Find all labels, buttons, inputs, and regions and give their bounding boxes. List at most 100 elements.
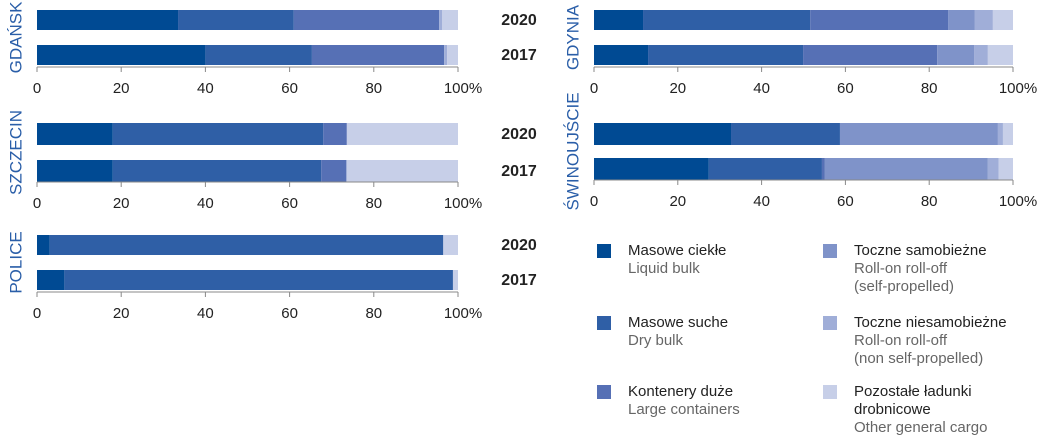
x-tick-label: 60 — [281, 305, 298, 322]
x-tick-label: 40 — [753, 193, 770, 210]
bar-segment — [37, 270, 65, 290]
legend-label: Masowe ciekłe — [628, 242, 726, 259]
legend-swatch — [823, 316, 837, 330]
place-label: GDAŃSK — [6, 1, 25, 73]
legend-label-en: Dry bulk — [628, 332, 684, 349]
x-tick-label: 60 — [837, 80, 854, 97]
x-tick-label: 0 — [33, 195, 41, 212]
x-tick-label: 20 — [113, 80, 130, 97]
bar-segment — [293, 10, 440, 30]
bar-segment — [323, 123, 347, 145]
bar-segment — [648, 45, 804, 65]
x-tick-label: 20 — [113, 195, 130, 212]
legend-label-en: Liquid bulk — [628, 260, 700, 277]
bar-segment — [346, 160, 458, 182]
x-tick-label: 40 — [197, 80, 214, 97]
x-tick-label: 100% — [999, 193, 1037, 210]
bar-segment — [594, 158, 709, 180]
x-tick-label: 100% — [444, 305, 482, 322]
bar-segment — [998, 158, 1013, 180]
bar-segment — [37, 10, 179, 30]
year-label: 2017 — [501, 163, 537, 180]
x-tick-label: 100% — [444, 195, 482, 212]
legend-label: Kontenery duże — [628, 383, 733, 400]
legend-swatch — [823, 385, 837, 399]
bar-segment — [112, 160, 322, 182]
place-label: POLICE — [6, 231, 25, 293]
bar-segment — [997, 123, 1003, 145]
bar-segment — [311, 45, 445, 65]
x-tick-label: 40 — [753, 80, 770, 97]
legend-swatch — [597, 244, 611, 258]
bar-segment — [346, 123, 458, 145]
x-tick-label: 80 — [365, 305, 382, 322]
x-tick-label: 20 — [113, 305, 130, 322]
legend-label: Masowe suche — [628, 314, 728, 331]
x-tick-label: 80 — [921, 193, 938, 210]
place-label: GDYNIA — [563, 4, 582, 70]
x-tick-label: 80 — [921, 80, 938, 97]
x-tick-label: 0 — [590, 193, 598, 210]
year-label: 2017 — [501, 47, 537, 64]
legend-label-en: (non self-propelled) — [854, 350, 983, 367]
legend-label-en: Large containers — [628, 401, 740, 418]
bar-segment — [37, 123, 113, 145]
bar-segment — [731, 123, 840, 145]
place-label: ŚWINOUJŚCIE — [563, 92, 582, 210]
bar-segment — [439, 10, 443, 30]
x-tick-label: 40 — [197, 305, 214, 322]
bar-segment — [992, 10, 1013, 30]
legend-label: Toczne samobieżne — [854, 242, 987, 259]
x-tick-label: 60 — [281, 80, 298, 97]
legend-swatch — [597, 316, 611, 330]
x-tick-label: 20 — [669, 80, 686, 97]
legend-swatch — [597, 385, 611, 399]
bar-segment — [594, 123, 732, 145]
bar-segment — [987, 45, 1013, 65]
bar-segment — [444, 45, 448, 65]
legend-label-en: Roll-on roll-off — [854, 332, 948, 349]
bar-segment — [37, 160, 113, 182]
bar-segment — [321, 160, 347, 182]
bar-segment — [37, 235, 50, 255]
x-tick-label: 80 — [365, 195, 382, 212]
bar-segment — [974, 45, 988, 65]
bar-segment — [708, 158, 822, 180]
bar-segment — [49, 235, 444, 255]
place-label: SZCZECIN — [6, 110, 25, 195]
bar-segment — [824, 158, 988, 180]
bar-segment — [594, 45, 649, 65]
bar-segment — [643, 10, 811, 30]
bar-segment — [594, 10, 644, 30]
x-tick-label: 0 — [590, 80, 598, 97]
bar-segment — [112, 123, 324, 145]
year-label: 2020 — [501, 126, 537, 143]
x-tick-label: 80 — [365, 80, 382, 97]
bar-segment — [37, 45, 206, 65]
legend-label-en: Roll-on roll-off — [854, 260, 948, 277]
bar-segment — [821, 158, 825, 180]
bar-segment — [974, 10, 993, 30]
x-tick-label: 0 — [33, 305, 41, 322]
year-label: 2020 — [501, 237, 537, 254]
bar-segment — [987, 158, 999, 180]
legend-label: drobnicowe — [854, 401, 931, 418]
legend-swatch — [823, 244, 837, 258]
year-label: 2020 — [501, 12, 537, 29]
bar-segment — [839, 123, 998, 145]
legend-label-en: Other general cargo — [854, 419, 987, 436]
bar-segment — [1002, 123, 1013, 145]
x-tick-label: 40 — [197, 195, 214, 212]
bar-segment — [452, 270, 458, 290]
x-tick-label: 100% — [444, 80, 482, 97]
legend-label: Pozostałe ładunki — [854, 383, 972, 400]
x-tick-label: 60 — [281, 195, 298, 212]
bar-segment — [803, 45, 938, 65]
bar-segment — [178, 10, 294, 30]
bar-segment — [447, 45, 458, 65]
legend-label-en: (self-propelled) — [854, 278, 954, 295]
bar-segment — [937, 45, 975, 65]
bar-segment — [64, 270, 453, 290]
x-tick-label: 0 — [33, 80, 41, 97]
